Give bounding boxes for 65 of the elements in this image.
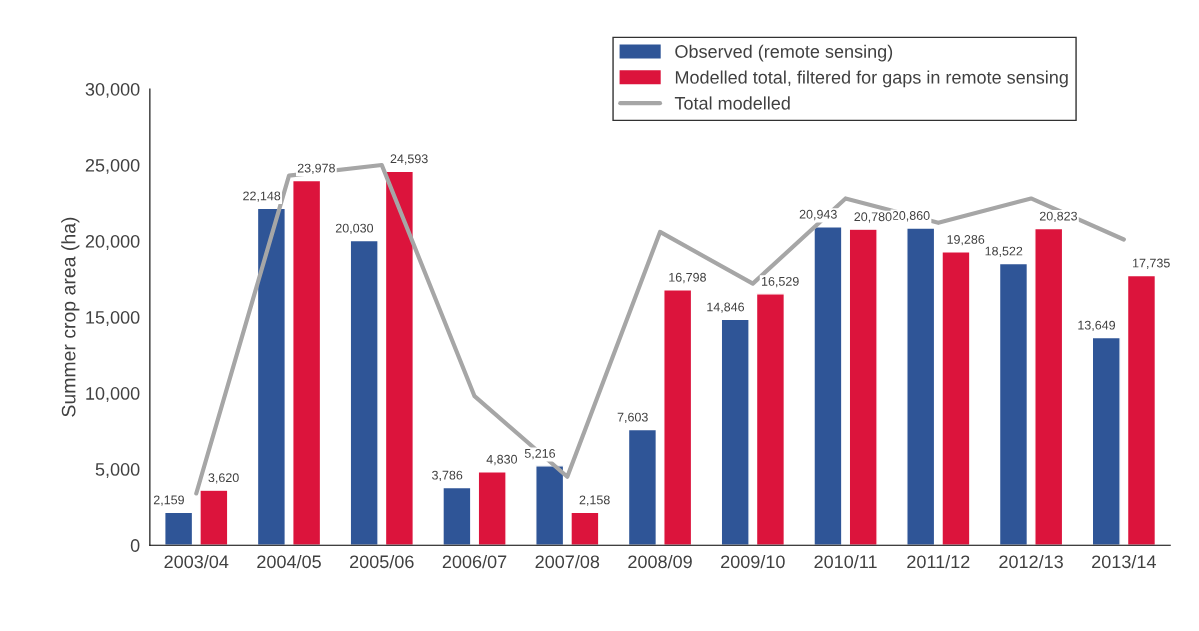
data-label: 3,786 [432,470,463,482]
data-label: 16,529 [761,276,799,288]
bar [1091,336,1121,546]
data-label: 3,620 [208,473,239,484]
bar [164,511,194,546]
y-tick-label: 20,000 [85,234,140,250]
x-tick-label: 2005/06 [350,554,414,569]
x-tick-label: 2004/05 [257,554,321,569]
data-label: 20,823 [1039,211,1077,222]
legend-label: Modelled total, filtered for gaps in remote sensing [675,70,1068,88]
x-tick-label: 2013/14 [1092,554,1156,569]
data-label: 24,593 [390,154,428,165]
bar [627,428,658,546]
data-label: 2,158 [579,495,610,506]
bar [256,207,286,546]
data-label: 20,030 [335,223,374,235]
bar [848,228,878,546]
data-label: 16,798 [669,272,706,284]
legend-label: Total modelled [674,96,790,110]
y-tick-label: 30,000 [85,82,140,98]
y-tick-label: 0 [130,539,140,552]
bar [813,226,843,546]
bar [1126,274,1157,546]
data-label: 19,286 [947,235,985,246]
bar [998,262,1029,546]
x-tick-label: 2006/07 [442,554,507,569]
y-axis-title: Summer crop area (ha) [61,217,80,417]
x-tick-label: 2010/11 [814,554,877,569]
bar [535,465,565,546]
data-label: 17,735 [1133,258,1170,269]
y-tick-label: 10,000 [86,387,140,402]
bar [720,318,750,546]
bar [570,511,600,546]
data-label: 14,846 [707,302,745,313]
data-label: 2,159 [153,495,184,506]
legend-label: Observed (remote sensing) [675,44,893,62]
bar [906,227,936,546]
data-label: 23,978 [297,163,335,174]
bar [755,293,786,546]
bar [1034,227,1064,546]
data-label: 22,148 [243,191,281,202]
data-label: 20,860 [892,211,930,222]
data-label: 13,649 [1078,320,1116,332]
bar [477,471,507,546]
y-tick-label: 5,000 [95,463,140,478]
data-label: 20,943 [799,209,837,221]
data-label: 20,780 [854,212,892,223]
bar [663,289,693,546]
bar [349,239,379,546]
bar [199,489,229,546]
data-label: 7,603 [617,412,648,424]
x-tick-label: 2003/04 [164,554,229,569]
data-label: 18,522 [985,246,1023,257]
x-tick-label: 2009/10 [721,554,785,569]
data-label: 5,216 [524,448,556,460]
x-tick-label: 2008/09 [628,554,692,569]
x-tick-label: 2012/13 [999,554,1063,569]
y-tick-label: 25,000 [85,158,140,174]
bar [442,486,472,546]
x-tick-label: 2007/08 [535,554,600,569]
data-label: 4,830 [486,454,518,466]
bar [941,251,971,546]
bar [384,170,415,546]
x-tick-label: 2011/12 [907,554,970,569]
y-tick-label: 15,000 [86,311,140,326]
